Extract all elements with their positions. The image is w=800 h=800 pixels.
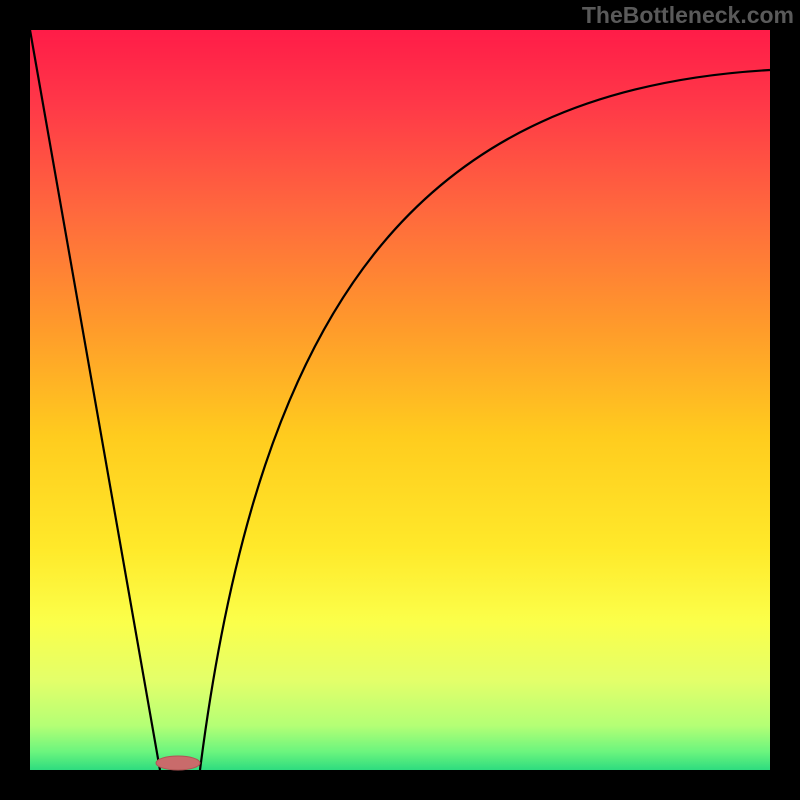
chart-container: TheBottleneck.com bbox=[0, 0, 800, 800]
trough-marker bbox=[156, 756, 200, 770]
watermark-label: TheBottleneck.com bbox=[582, 2, 794, 29]
chart-svg bbox=[0, 0, 800, 800]
